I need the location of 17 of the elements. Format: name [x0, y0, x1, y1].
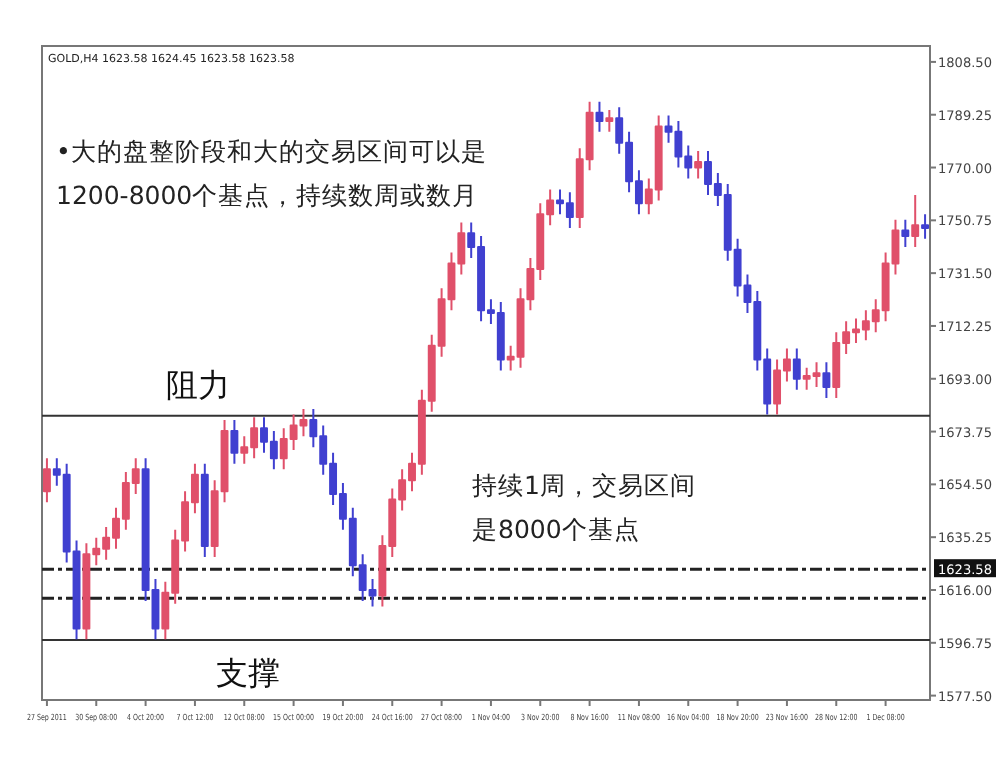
- candlestick: [901, 218, 910, 249]
- ref-line-label: 阻力: [166, 365, 230, 404]
- annotation: •大的盘整阶段和大的交易区间可以是: [56, 136, 487, 166]
- candlestick: [605, 108, 614, 133]
- candlestick: [694, 150, 703, 180]
- annotation: 1200-8000个基点，持续数周或数月: [56, 180, 479, 210]
- annotation: 持续1周，交易区间: [472, 470, 696, 500]
- ref-line-label: 支撑: [216, 653, 280, 692]
- candlestick: [230, 418, 239, 465]
- annotation: 是8000个基点: [472, 514, 640, 544]
- candlestick: [822, 361, 831, 399]
- candlestick: [921, 213, 930, 240]
- candlestick: [595, 100, 604, 133]
- candlestick: [792, 347, 801, 391]
- candlestick: [42, 457, 51, 504]
- candlestick: [200, 462, 209, 559]
- candlestick: [911, 193, 920, 249]
